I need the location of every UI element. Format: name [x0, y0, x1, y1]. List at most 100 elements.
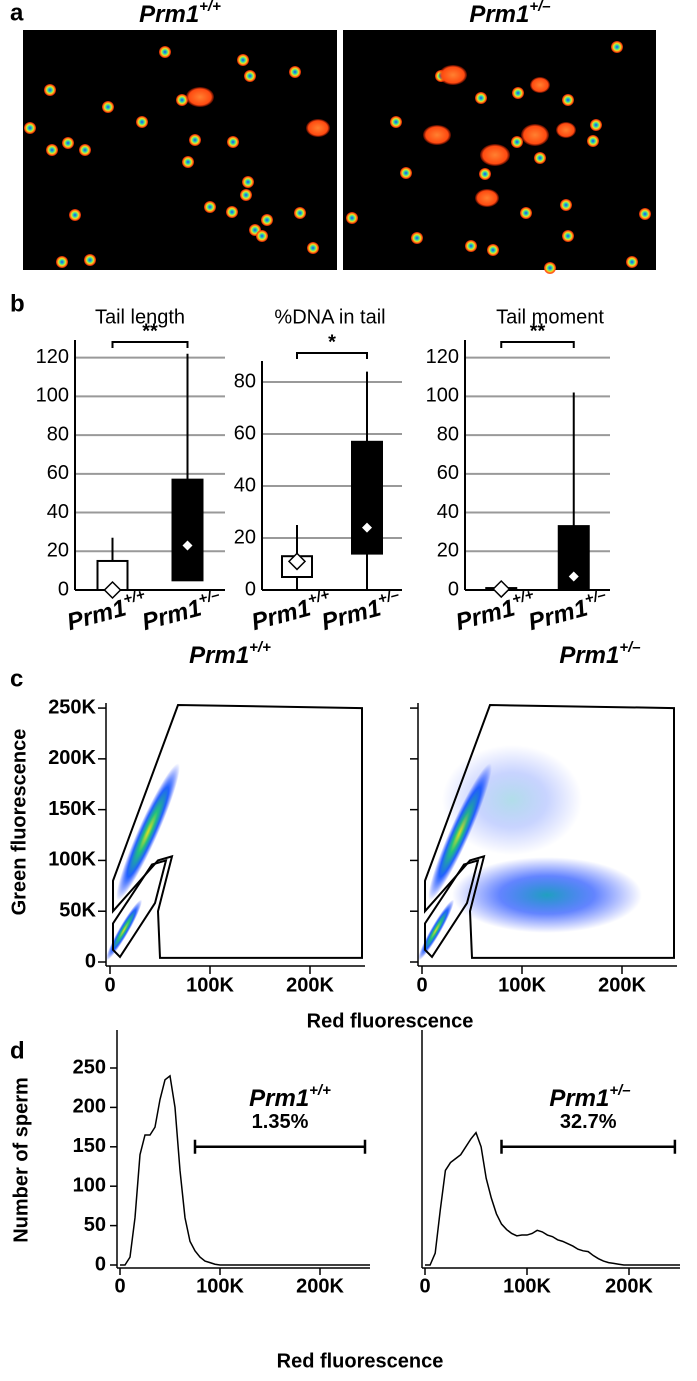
- box: [171, 478, 204, 582]
- y-tick-label: 100: [426, 385, 459, 407]
- cell: [62, 137, 74, 149]
- comet-tail: [475, 189, 499, 207]
- cell: [562, 230, 574, 242]
- cell: [307, 242, 319, 254]
- cell: [479, 168, 491, 180]
- gate-bracket: [193, 1139, 367, 1154]
- cell: [294, 207, 306, 219]
- cell: [560, 199, 572, 211]
- y-tick-label: 100K: [48, 849, 96, 871]
- mean-marker: [287, 552, 307, 571]
- density-cloud: [116, 763, 180, 901]
- y-tick-label: 120: [426, 346, 459, 368]
- cell: [512, 87, 524, 99]
- x-tick-label: Prm1+/–: [525, 587, 611, 637]
- cell: [237, 54, 249, 66]
- x-tick-label: 0: [114, 1275, 125, 1297]
- y-tick-label: 0: [58, 578, 69, 600]
- cell: [534, 152, 546, 164]
- density-cloud: [452, 857, 642, 933]
- cell: [590, 119, 602, 131]
- y-axis-label: Green fluorescence: [8, 729, 30, 916]
- y-tick-label: 20: [234, 526, 256, 548]
- comet-tail: [186, 87, 214, 107]
- y-tick-label: 100: [73, 1174, 106, 1196]
- mean-marker: [568, 571, 579, 582]
- box: [351, 440, 383, 555]
- y-tick-label: 250: [73, 1056, 106, 1078]
- x-tick-label: 200K: [286, 974, 334, 996]
- cell: [587, 135, 599, 147]
- cell: [84, 254, 96, 266]
- chart-title: Tail moment: [496, 306, 604, 328]
- chart-title: %DNA in tail: [274, 306, 385, 328]
- y-tick-label: 40: [437, 501, 459, 523]
- x-axis-label: Red fluorescence: [277, 1350, 444, 1372]
- panel-label: a: [10, 0, 24, 26]
- y-tick-label: 60: [234, 422, 256, 444]
- cell: [256, 230, 268, 242]
- cell: [544, 262, 556, 274]
- y-tick-label: 40: [47, 501, 69, 523]
- y-tick-label: 50K: [59, 899, 96, 921]
- significance-bracket: [111, 341, 189, 348]
- chart-title: Prm1+/+: [189, 639, 271, 669]
- x-tick-label: 200K: [296, 1275, 344, 1297]
- image-title: Prm1+/+: [139, 0, 221, 28]
- cell: [240, 189, 252, 201]
- cell: [400, 167, 412, 179]
- x-tick-label: Prm1+/+: [63, 586, 150, 636]
- y-tick-label: 20: [437, 540, 459, 562]
- cell: [24, 122, 36, 134]
- panel-label: b: [10, 290, 25, 317]
- gate: [112, 858, 168, 959]
- cell: [44, 84, 56, 96]
- cell: [204, 201, 216, 213]
- cell: [626, 256, 638, 268]
- x-tick-label: 200K: [598, 974, 646, 996]
- cell: [242, 176, 254, 188]
- x-tick-label: 0: [104, 974, 115, 996]
- gate: [424, 858, 480, 959]
- comet-tail: [423, 125, 451, 145]
- cell: [102, 101, 114, 113]
- comet-tail: [521, 124, 549, 146]
- y-tick-label: 100: [36, 385, 69, 407]
- y-tick-label: 50: [84, 1214, 106, 1236]
- density-cloud: [417, 899, 455, 961]
- x-axis-label: Red fluorescence: [307, 1010, 474, 1032]
- cell: [465, 240, 477, 252]
- significance: *: [328, 331, 336, 353]
- cell: [69, 209, 81, 221]
- cell: [261, 214, 273, 226]
- x-tick-label: 0: [416, 974, 427, 996]
- chart-title: Prm1+/–: [549, 1082, 630, 1112]
- cell: [487, 244, 499, 256]
- significance: **: [142, 320, 158, 342]
- y-tick-label: 150: [73, 1135, 106, 1157]
- cell: [136, 116, 148, 128]
- comet-tail: [480, 144, 510, 166]
- cell: [56, 256, 68, 268]
- y-tick-label: 80: [47, 423, 69, 445]
- y-tick-label: 20: [47, 540, 69, 562]
- x-tick-label: Prm1+/–: [139, 587, 225, 637]
- comet-tail: [439, 65, 467, 85]
- histogram-line: [120, 1074, 370, 1266]
- mean-marker: [492, 579, 511, 599]
- y-tick-label: 0: [85, 950, 96, 972]
- y-tick-label: 0: [245, 578, 256, 600]
- y-tick-label: 150K: [48, 798, 96, 820]
- y-tick-label: 200K: [48, 747, 96, 769]
- cell: [289, 66, 301, 78]
- density-cloud: [105, 899, 143, 961]
- cell: [520, 207, 532, 219]
- gate-percentage: 32.7%: [560, 1111, 617, 1133]
- cell: [411, 232, 423, 244]
- gate: [424, 704, 675, 959]
- y-tick-label: 60: [47, 462, 69, 484]
- y-tick-label: 0: [95, 1253, 106, 1275]
- x-tick-label: 200K: [605, 1275, 653, 1297]
- panel-label: c: [10, 665, 23, 692]
- y-axis-label: Number of sperm: [10, 1077, 32, 1243]
